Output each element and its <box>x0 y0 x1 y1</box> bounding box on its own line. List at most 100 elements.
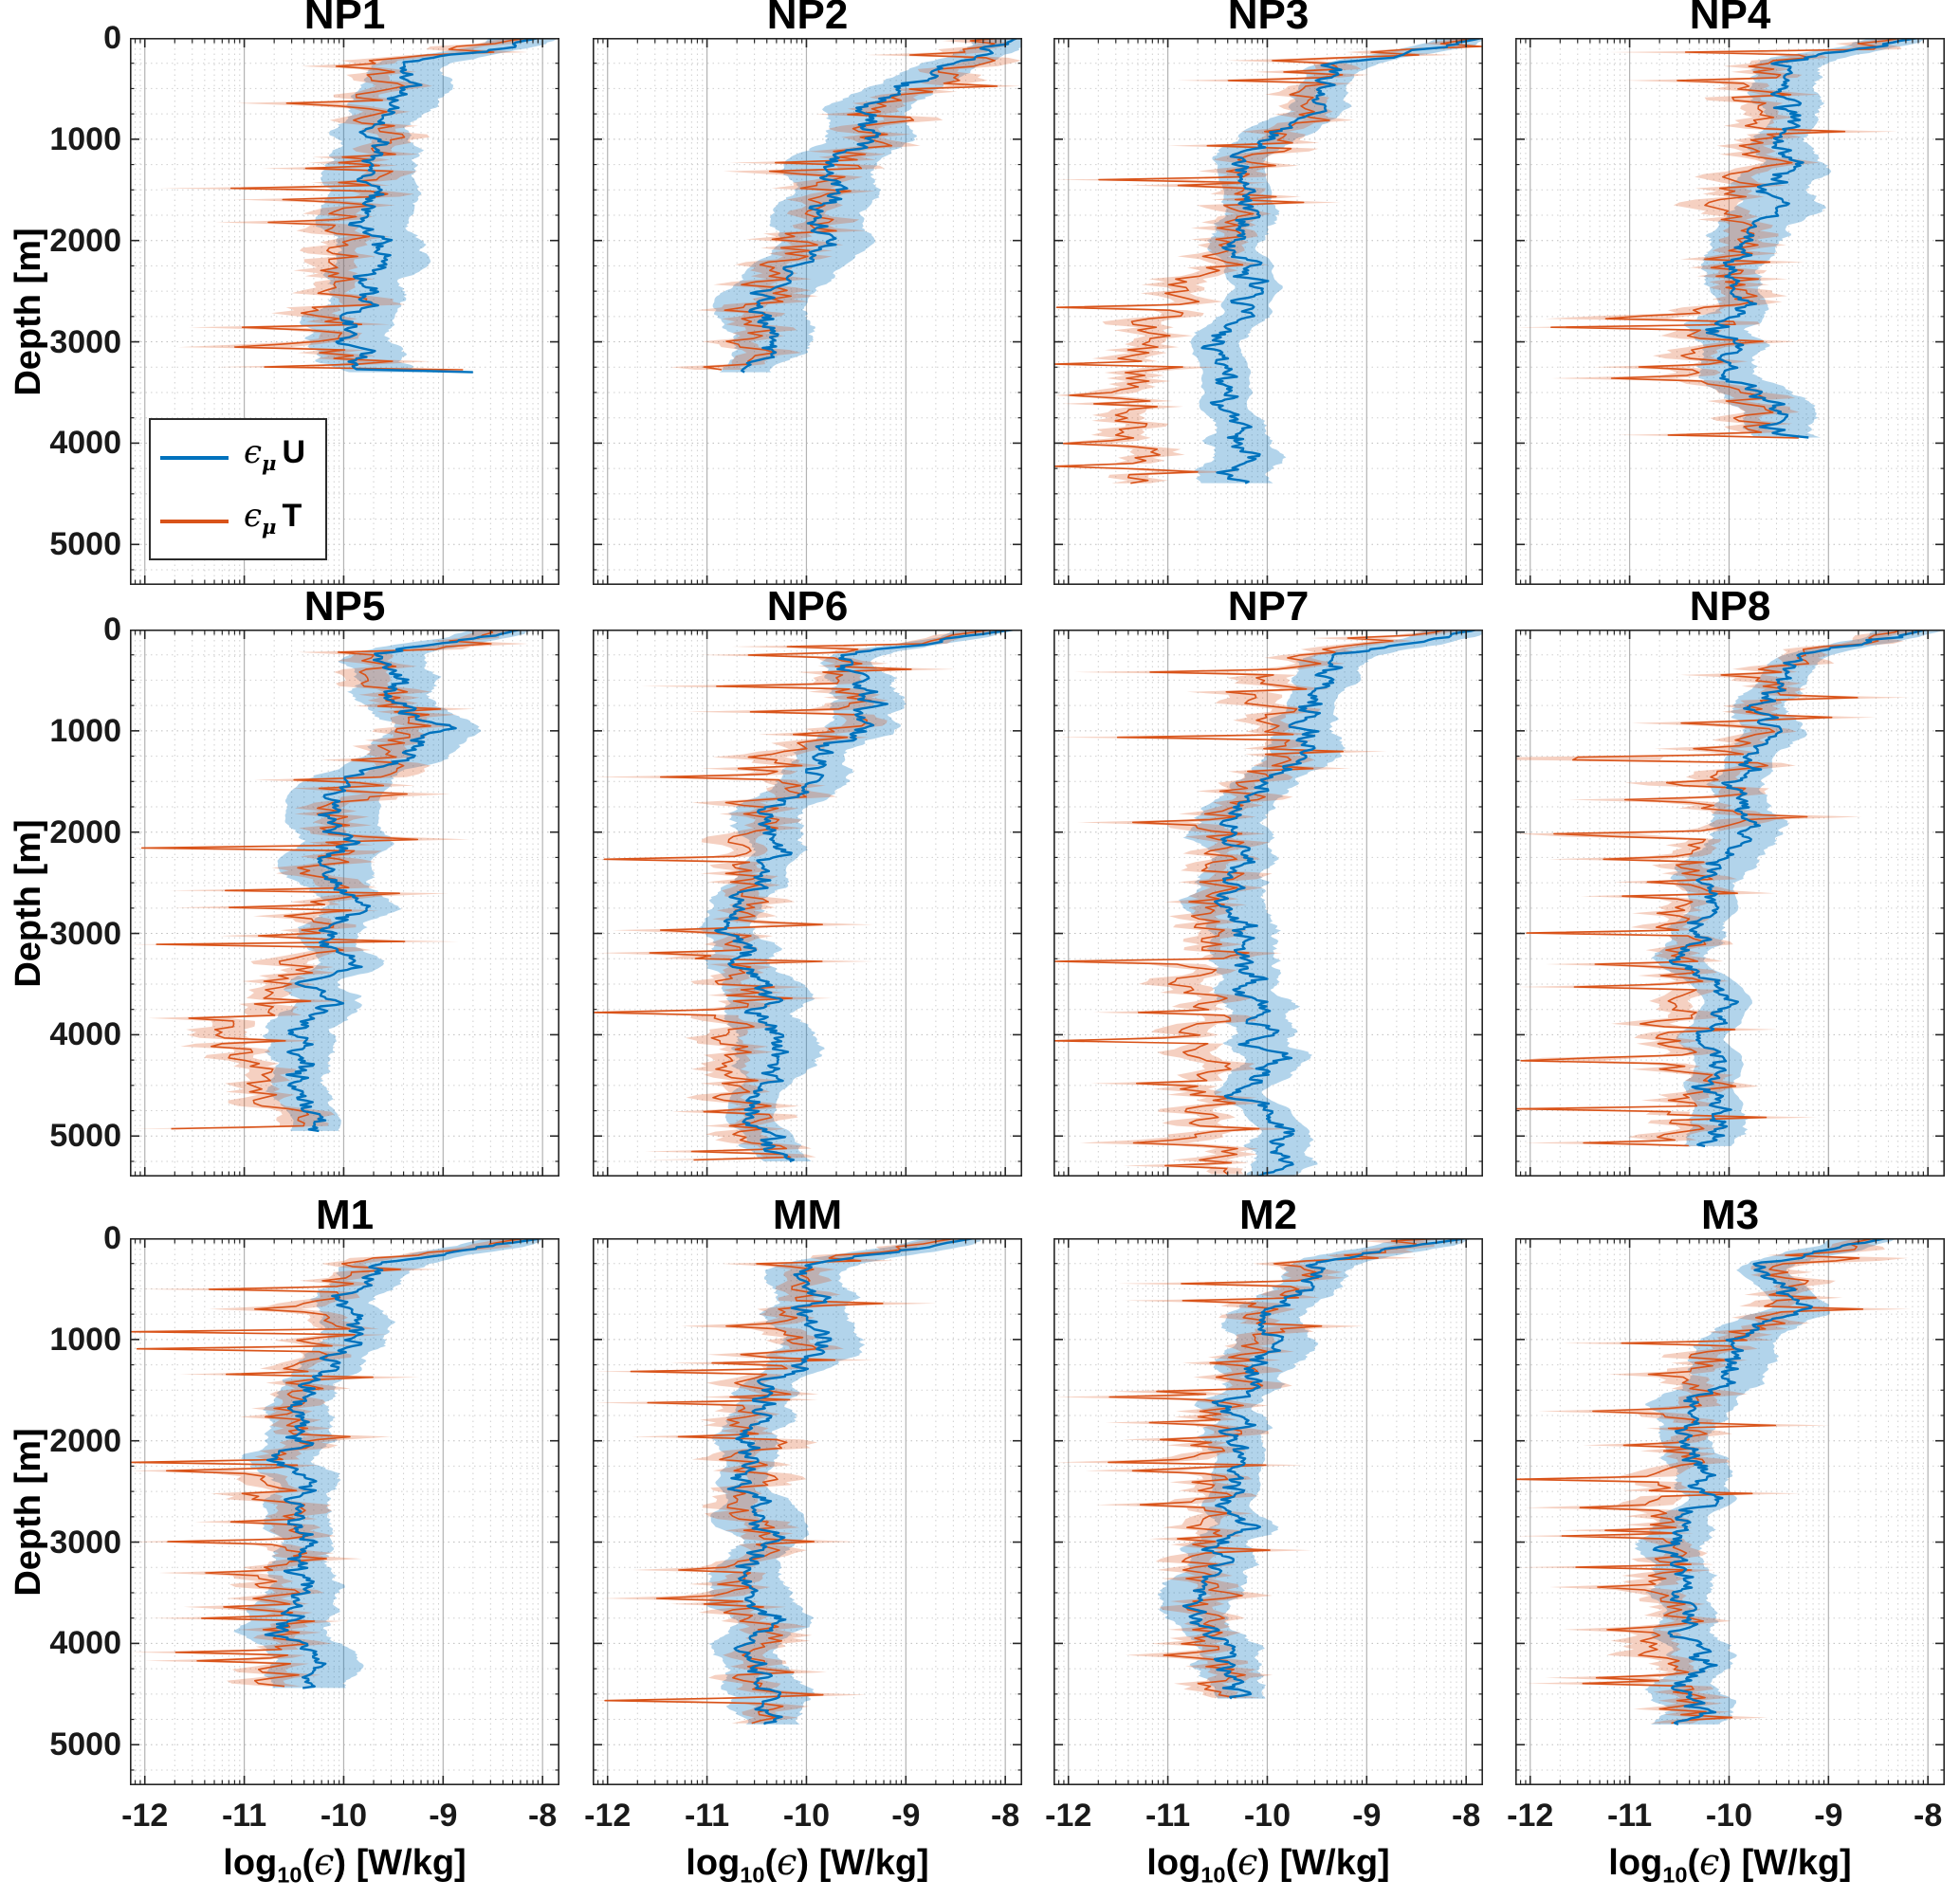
xtick--10-col3: -10 <box>1243 1798 1291 1834</box>
t-uncertainty-band <box>1053 1238 1461 1698</box>
x-axis-label-col1: log10(ϵ) [W/kg] <box>223 1841 467 1888</box>
x-axis-label-col2: log10(ϵ) [W/kg] <box>686 1841 929 1888</box>
series-M2 <box>1053 1238 1475 1700</box>
u-line <box>741 38 1018 374</box>
ytick-3000-row3: 3000 <box>49 1524 121 1561</box>
xtick--12-col2: -12 <box>584 1798 632 1834</box>
y-axis-label-row3: Depth [m] <box>9 1427 48 1597</box>
panel-title-NP6: NP6 <box>766 583 849 630</box>
u-uncertainty-band <box>1190 38 1483 484</box>
panel-title-NP7: NP7 <box>1227 583 1310 630</box>
ytick-0-row3: 0 <box>103 1220 121 1256</box>
ytick-2000-row1: 2000 <box>49 222 121 259</box>
xtick--8-col3: -8 <box>1452 1798 1481 1834</box>
u-line <box>285 630 522 1133</box>
ytick-5000-row2: 5000 <box>49 1118 121 1155</box>
panel-title-NP1: NP1 <box>303 0 386 38</box>
u-line <box>726 1238 975 1726</box>
t-line <box>604 1238 958 1725</box>
axes-box <box>1515 1238 1945 1785</box>
axes-box <box>1053 630 1483 1177</box>
panel-NP8 <box>1515 630 1945 1177</box>
plot-area-MM <box>593 1238 1022 1785</box>
u-line <box>264 1238 544 1689</box>
xtick--9-col1: -9 <box>429 1798 458 1834</box>
panel-NP6 <box>593 630 1022 1177</box>
series-M3 <box>1515 1238 1912 1726</box>
xtick--8-col2: -8 <box>991 1798 1020 1834</box>
plot-area-NP7 <box>1053 630 1483 1177</box>
t-line <box>593 630 994 1161</box>
series-MM <box>593 1238 983 1726</box>
u-line <box>1652 1238 1888 1726</box>
t-line <box>229 38 529 371</box>
series-NP8 <box>1515 630 1945 1148</box>
t-uncertainty-band <box>669 38 1022 370</box>
t-line <box>1515 630 1902 1147</box>
grid <box>1053 630 1483 1177</box>
ytick-5000-row1: 5000 <box>49 526 121 563</box>
plot-area-NP1 <box>130 38 559 585</box>
grid <box>593 630 1022 1177</box>
axes-box <box>130 1238 559 1785</box>
t-line <box>1108 1238 1445 1699</box>
panel-NP7 <box>1053 630 1483 1177</box>
axes-box <box>593 1238 1022 1785</box>
legend-label-U: ϵμ U <box>244 432 306 475</box>
legend-entry-T: ϵμ T <box>160 491 316 552</box>
plot-area-M1 <box>130 1238 559 1785</box>
ytick-5000-row3: 5000 <box>49 1726 121 1763</box>
u-uncertainty-band <box>706 1238 983 1725</box>
xtick--10-col4: -10 <box>1705 1798 1752 1834</box>
xtick--9-col4: -9 <box>1814 1798 1843 1834</box>
xtick--10-col2: -10 <box>782 1798 830 1834</box>
ytick-2000-row2: 2000 <box>49 813 121 850</box>
plot-area-M2 <box>1053 1238 1483 1785</box>
panel-title-MM: MM <box>772 1192 843 1238</box>
axes-box <box>1515 630 1945 1177</box>
xtick--12-col4: -12 <box>1507 1798 1554 1834</box>
legend: ϵμ U ϵμ T <box>149 418 327 560</box>
plot-area-NP3 <box>1053 38 1483 585</box>
plot-area-NP6 <box>593 630 1022 1177</box>
xtick--11-col2: -11 <box>684 1798 730 1834</box>
axes-box <box>1515 38 1945 585</box>
xtick--10-col1: -10 <box>320 1798 367 1834</box>
xtick--8-col1: -8 <box>528 1798 558 1834</box>
u-uncertainty-band <box>1651 630 1945 1146</box>
u-line <box>714 630 1016 1163</box>
panel-NP2 <box>593 38 1022 585</box>
panel-NP3 <box>1053 38 1483 585</box>
u-uncertainty-band <box>233 1238 550 1689</box>
axes-box <box>1053 38 1483 585</box>
legend-line-sample-t <box>160 519 229 523</box>
x-axis-label-col4: log10(ϵ) [W/kg] <box>1608 1841 1852 1888</box>
series-NP4 <box>1515 38 1930 439</box>
ytick-4000-row1: 4000 <box>49 425 121 462</box>
t-line <box>1053 38 1483 484</box>
panel-title-NP5: NP5 <box>303 583 386 630</box>
plot-area-M3 <box>1515 1238 1945 1785</box>
plot-area-NP2 <box>593 38 1022 585</box>
panel-MM <box>593 1238 1022 1785</box>
panel-M3 <box>1515 1238 1945 1785</box>
series-NP2 <box>669 38 1022 374</box>
panel-NP5 <box>130 630 559 1177</box>
ytick-1000-row1: 1000 <box>49 120 121 157</box>
u-line <box>335 38 540 374</box>
u-line <box>1214 630 1477 1177</box>
xtick--12-col3: -12 <box>1045 1798 1092 1834</box>
t-line <box>1515 1238 1876 1725</box>
series-NP3 <box>1053 38 1483 484</box>
y-axis-label-row1: Depth [m] <box>9 227 48 396</box>
xtick--8-col4: -8 <box>1914 1798 1943 1834</box>
axes-box <box>593 630 1022 1177</box>
u-line <box>1181 1238 1467 1700</box>
t-line <box>1053 630 1447 1176</box>
u-uncertainty-band <box>299 38 559 373</box>
axes-box <box>130 38 559 585</box>
series-NP6 <box>593 630 1019 1163</box>
panel-title-NP3: NP3 <box>1227 0 1310 38</box>
panel-NP4 <box>1515 38 1945 585</box>
